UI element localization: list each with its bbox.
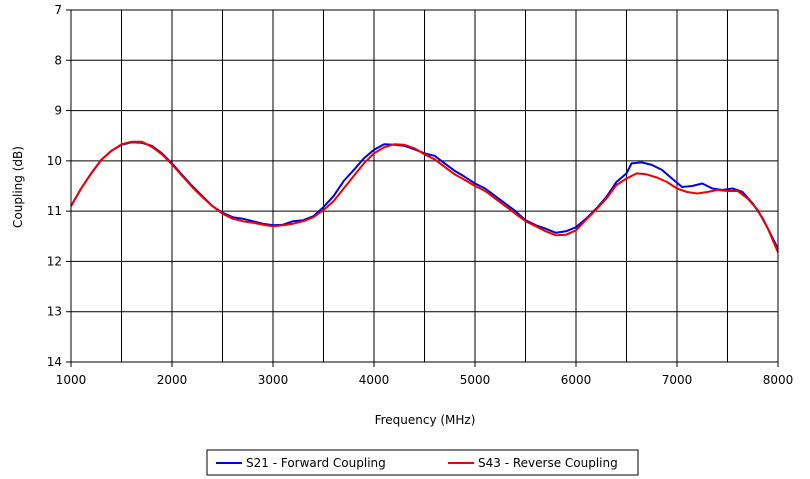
x-tick-label: 6000: [561, 373, 592, 387]
x-tick-label: 8000: [763, 373, 794, 387]
series-line-s43: [70, 140, 779, 253]
y-tick-label: 7: [54, 3, 62, 17]
y-axis-title: Coupling (dB): [11, 146, 25, 228]
y-tick-label: 10: [47, 154, 62, 168]
tick-labels: 1000 2000 3000 4000 5000 6000 7000 8000 7 8 9 10 11 1…: [47, 3, 794, 387]
series-layer: [70, 140, 779, 253]
y-tick-label: 9: [54, 104, 62, 118]
y-tick-label: 12: [47, 254, 62, 268]
y-tick-label: 8: [54, 53, 62, 67]
y-tick-label: 13: [47, 305, 62, 319]
x-tick-label: 5000: [460, 373, 491, 387]
legend-box: [206, 449, 639, 476]
legend: S21 - Forward Coupling S43 - Reverse Coup…: [206, 449, 639, 476]
x-tick-label: 7000: [662, 373, 693, 387]
x-tick-label: 3000: [258, 373, 289, 387]
x-tick-label: 4000: [359, 373, 390, 387]
legend-label: S43 - Reverse Coupling: [478, 456, 618, 470]
x-tick-label: 1000: [56, 373, 87, 387]
legend-label: S21 - Forward Coupling: [246, 456, 386, 470]
y-tick-label: 11: [47, 204, 62, 218]
x-axis-title: Frequency (MHz): [375, 413, 476, 427]
plot-frame: [70, 9, 779, 363]
x-tick-label: 2000: [157, 373, 188, 387]
y-tick-label: 14: [47, 355, 62, 369]
